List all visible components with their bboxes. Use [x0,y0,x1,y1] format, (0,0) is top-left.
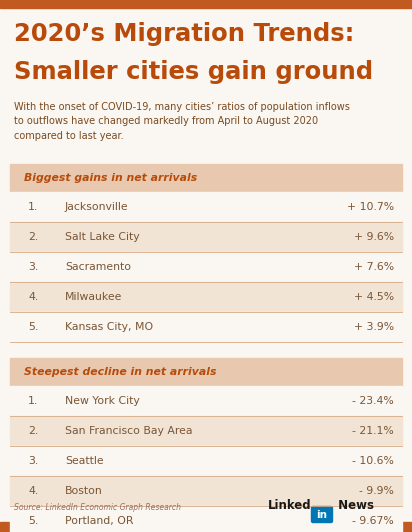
Text: 4.: 4. [28,486,38,496]
Text: - 21.1%: - 21.1% [352,426,394,436]
Text: in: in [316,510,328,520]
FancyBboxPatch shape [311,506,332,522]
Text: Jacksonville: Jacksonville [65,202,129,212]
Bar [10,476,402,506]
Text: San Francisco Bay Area: San Francisco Bay Area [65,426,192,436]
Bar [0,522,412,532]
Text: 2.: 2. [28,426,38,436]
Text: Seattle: Seattle [65,456,104,466]
Text: - 9.67%: - 9.67% [352,516,394,526]
Bar [10,222,402,252]
Text: - 10.6%: - 10.6% [352,456,394,466]
Text: Portland, OR: Portland, OR [65,516,133,526]
Text: Smaller cities gain ground: Smaller cities gain ground [14,60,373,84]
Text: News: News [334,499,374,512]
Text: Kansas City, MO: Kansas City, MO [65,322,153,332]
Bar [0,0,412,8]
Bar [10,506,402,532]
Text: New York City: New York City [65,396,140,406]
Text: Boston: Boston [65,486,103,496]
Text: Salt Lake City: Salt Lake City [65,232,140,242]
Text: - 9.9%: - 9.9% [359,486,394,496]
Bar [10,358,402,386]
Bar [10,192,402,222]
Text: Source: LinkedIn Economic Graph Research: Source: LinkedIn Economic Graph Research [14,503,181,512]
Text: + 9.6%: + 9.6% [354,232,394,242]
Text: Sacramento: Sacramento [65,262,131,272]
Text: - 23.4%: - 23.4% [352,396,394,406]
Text: 2.: 2. [28,232,38,242]
Text: With the onset of COVID-19, many cities’ ratios of population inflows
to outflow: With the onset of COVID-19, many cities’… [14,102,350,141]
Text: 1.: 1. [28,202,38,212]
Text: + 4.5%: + 4.5% [354,292,394,302]
Bar [10,386,402,416]
Text: 2020’s Migration Trends:: 2020’s Migration Trends: [14,22,354,46]
Bar [10,312,402,342]
Text: + 10.7%: + 10.7% [347,202,394,212]
Text: 5.: 5. [28,322,38,332]
Bar [10,164,402,192]
Text: Biggest gains in net arrivals: Biggest gains in net arrivals [24,173,197,183]
Text: Steepest decline in net arrivals: Steepest decline in net arrivals [24,367,216,377]
Text: Milwaukee: Milwaukee [65,292,122,302]
Bar [10,282,402,312]
Text: + 3.9%: + 3.9% [354,322,394,332]
Text: 4.: 4. [28,292,38,302]
Bar [10,416,402,446]
Text: 3.: 3. [28,456,38,466]
Text: 5.: 5. [28,516,38,526]
Text: 1.: 1. [28,396,38,406]
Text: + 7.6%: + 7.6% [354,262,394,272]
Bar [10,252,402,282]
Text: Linked: Linked [268,499,311,512]
Text: 3.: 3. [28,262,38,272]
Bar [10,446,402,476]
